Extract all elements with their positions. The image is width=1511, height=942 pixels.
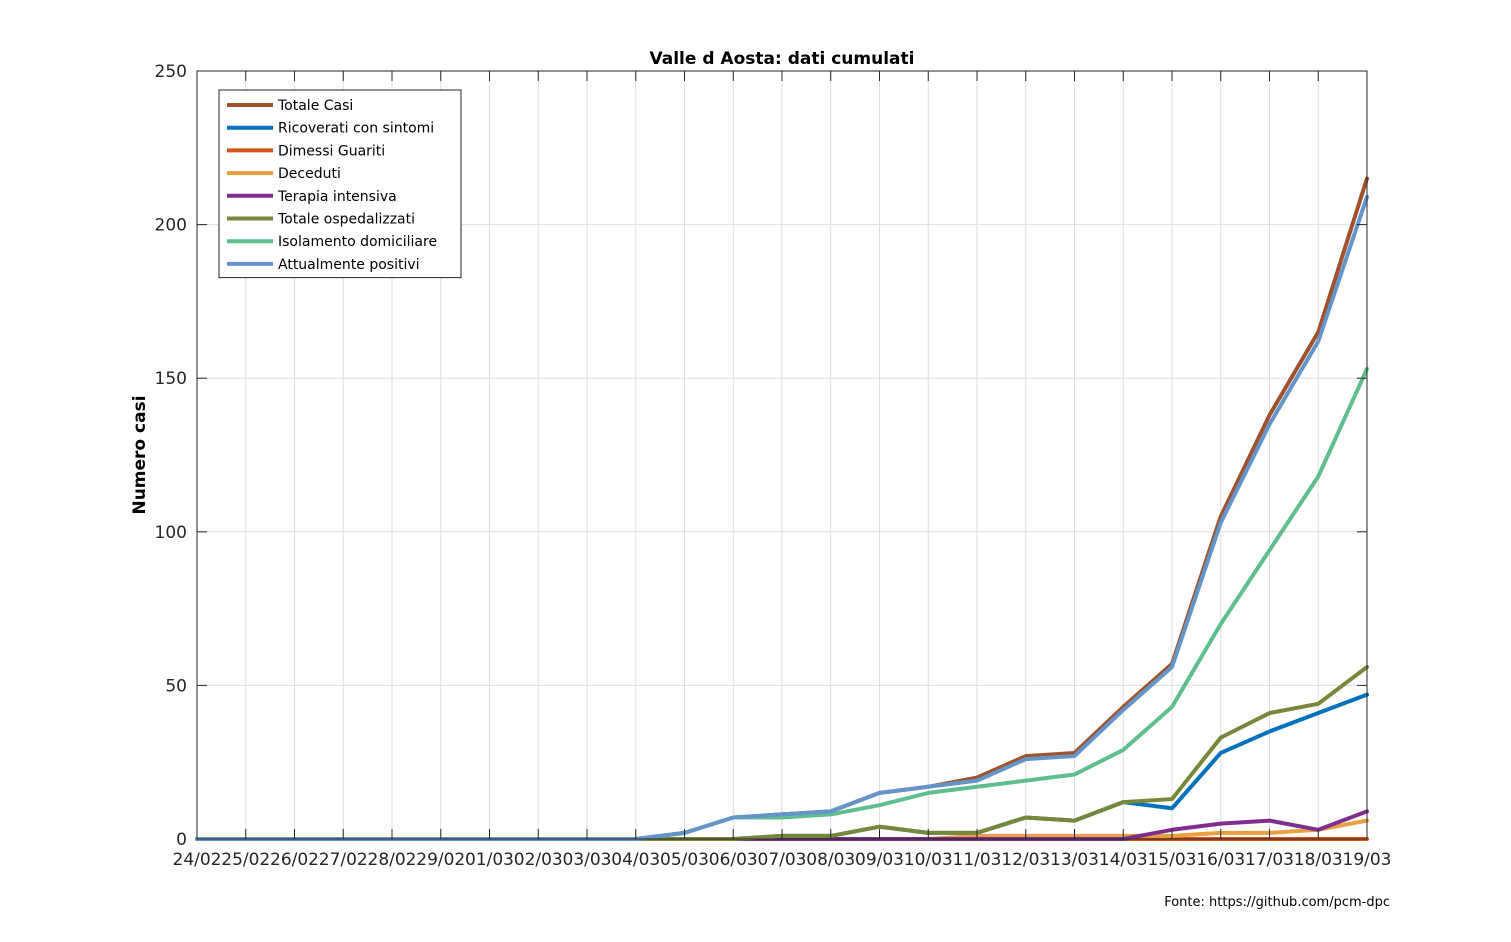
x-tick-label: 07/03 [758,850,807,870]
x-tick-label: 12/03 [1001,850,1050,870]
x-tick-label: 08/03 [806,850,855,870]
legend-label: Ricoverati con sintomi [278,121,434,137]
x-tick-label: 18/03 [1294,850,1343,870]
x-tick-label: 10/03 [904,850,953,870]
legend-label: Terapia intensiva [277,189,397,205]
x-tick-label: 05/03 [660,850,709,870]
x-tick-label: 28/02 [368,850,417,870]
x-tick-label: 26/02 [270,850,319,870]
x-tick-label: 13/03 [1050,850,1099,870]
x-tick-label: 11/03 [953,850,1002,870]
x-tick-label: 25/02 [221,850,270,870]
legend-box [218,89,462,279]
axis-ticks: 24/02 25/02 26/02 27/02 28/02 29/02 01/03 02/03… [155,62,1392,870]
y-tick-label: 0 [176,830,187,850]
y-tick-label: 250 [155,62,187,82]
x-tick-label: 15/03 [1148,850,1197,870]
legend-label: Dimessi Guariti [278,143,385,159]
x-tick-label: 01/03 [465,850,514,870]
x-tick-label: 16/03 [1196,850,1245,870]
x-tick-label: 09/03 [855,850,904,870]
x-tick-label: 06/03 [709,850,758,870]
x-tick-label: 29/02 [416,850,465,870]
x-tick-label: 03/03 [563,850,612,870]
x-tick-label: 24/02 [173,850,222,870]
x-tick-label: 14/03 [1099,850,1148,870]
y-axis-label: Numero casi [130,395,150,514]
legend-label: Totale Casi [277,98,353,114]
y-tick-label: 200 [155,216,187,236]
legend: Totale Casi Ricoverati con sintomi Dimessi… [218,89,462,279]
legend-label: Attualmente positivi [278,257,420,273]
x-tick-label: 17/03 [1245,850,1294,870]
legend-label: Totale ospedalizzati [277,212,415,228]
legend-label: Deceduti [278,166,341,182]
x-tick-label: 04/03 [611,850,660,870]
x-tick-label: 19/03 [1343,850,1392,870]
source-note: Fonte: https://github.com/pcm-dpc [1164,895,1390,910]
x-tick-label: 02/03 [514,850,563,870]
chart-title: Valle d Aosta: dati cumulati [650,49,915,69]
y-tick-label: 50 [165,676,187,696]
x-tick-label: 27/02 [319,850,368,870]
y-tick-label: 100 [155,523,187,543]
legend-label: Isolamento domiciliare [278,234,437,250]
y-tick-label: 150 [155,369,187,389]
